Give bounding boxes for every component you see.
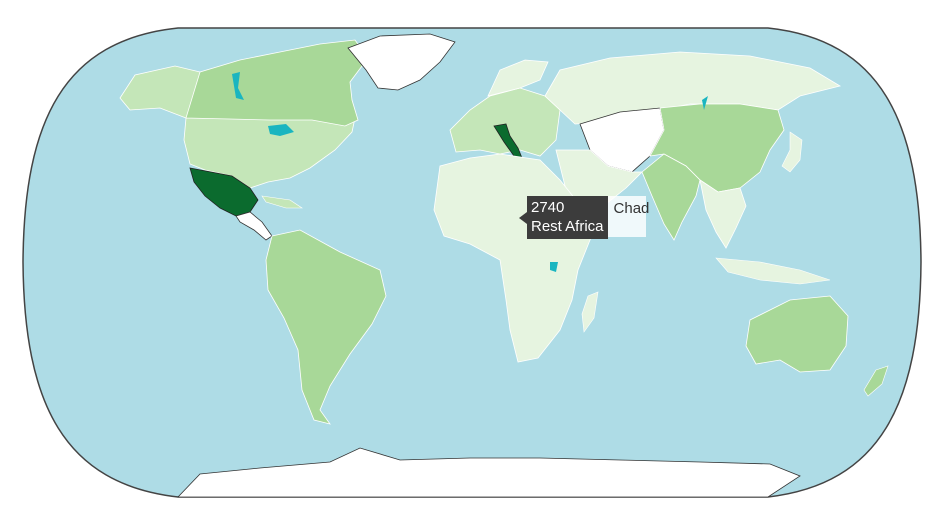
region-scandinavia[interactable] — [487, 59, 549, 97]
country-australia[interactable] — [745, 295, 849, 373]
country-india[interactable] — [641, 153, 701, 241]
continent-south-america[interactable] — [265, 229, 387, 425]
country-italy[interactable] — [493, 123, 523, 159]
country-canada[interactable] — [181, 39, 369, 127]
region-southeast-asia[interactable] — [699, 179, 747, 249]
tooltip-region: Rest Africa — [531, 218, 604, 235]
lake-baikal — [702, 96, 708, 110]
country-tooltip: 2740 Rest Africa Chad — [519, 196, 649, 239]
region-europe[interactable] — [449, 87, 561, 157]
tooltip-value: 2740 — [531, 199, 565, 216]
island-cuba[interactable] — [261, 195, 303, 209]
country-usa[interactable] — [183, 117, 356, 189]
lake-great-lakes — [268, 124, 294, 136]
region-indonesia[interactable] — [715, 257, 831, 285]
country-greenland[interactable] — [347, 33, 456, 91]
continent-antarctica[interactable] — [177, 447, 801, 498]
hover-country-label: Chad — [607, 196, 649, 237]
country-new-zealand[interactable] — [863, 365, 889, 397]
tooltip-value-box: 2740 Rest Africa — [519, 196, 608, 239]
lake-victoria — [550, 262, 558, 272]
lake-canada — [232, 72, 244, 100]
country-alaska[interactable] — [119, 65, 201, 119]
island-madagascar[interactable] — [581, 291, 599, 333]
region-central-america[interactable] — [235, 211, 273, 241]
country-japan[interactable] — [781, 131, 803, 173]
